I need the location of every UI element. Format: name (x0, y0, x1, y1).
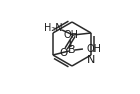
Text: OH: OH (86, 44, 102, 54)
Text: N: N (87, 55, 96, 65)
Text: OH: OH (63, 30, 78, 40)
Text: O: O (59, 48, 67, 58)
Text: B: B (68, 45, 76, 55)
Text: H₂N: H₂N (44, 23, 62, 33)
